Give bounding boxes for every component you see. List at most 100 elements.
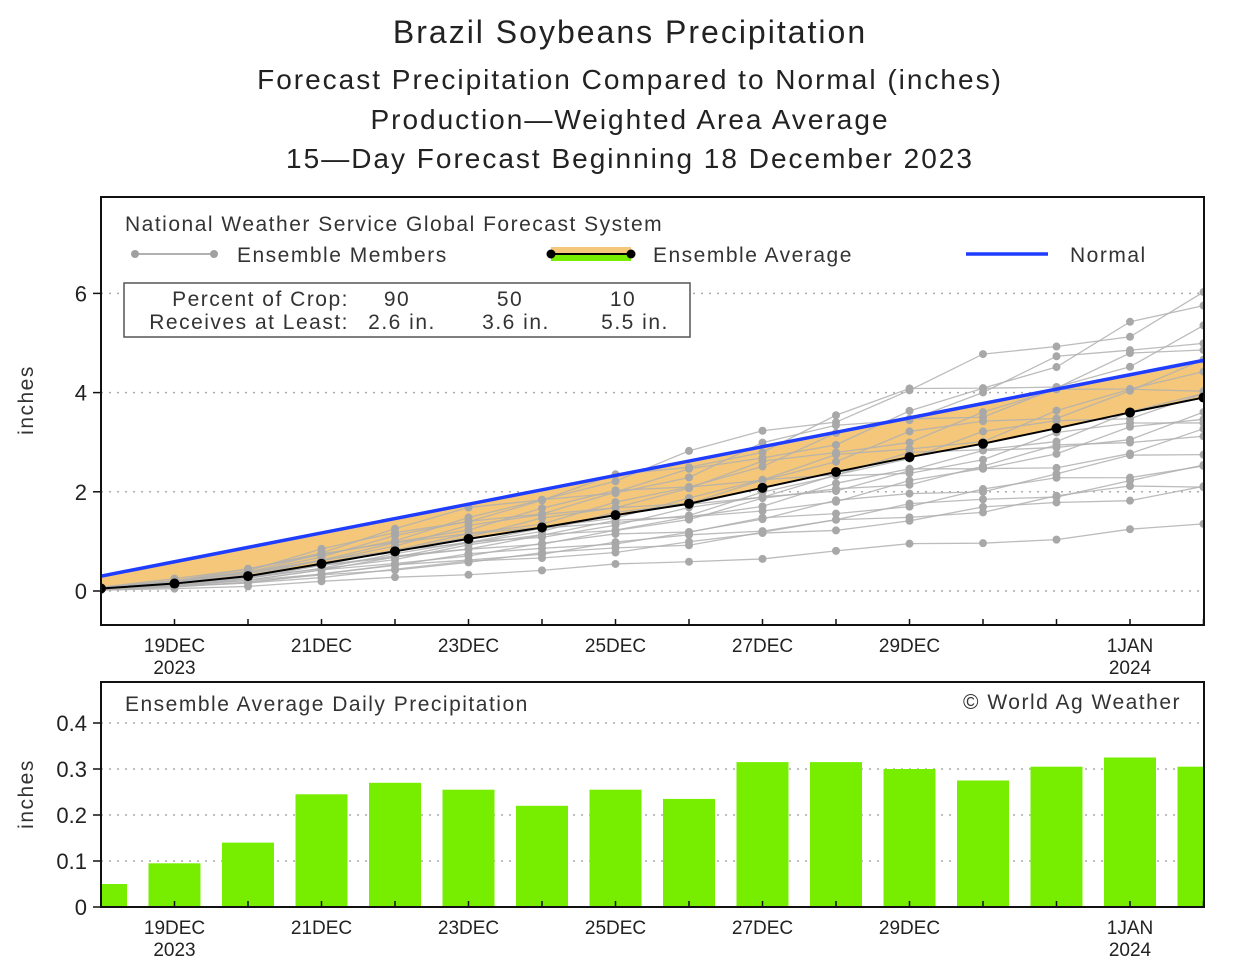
normal-line (101, 358, 1204, 578)
daily-bar (101, 884, 127, 907)
ensemble-average-point (904, 452, 915, 463)
ensemble-member-point (1199, 346, 1204, 355)
ensemble-member-point (758, 529, 767, 538)
ensemble-member-point (538, 566, 546, 575)
daily-bar (1104, 757, 1156, 907)
cumulative-plot: National Weather Service Global Forecast… (15, 196, 1205, 679)
legend-average-label: Ensemble Average (653, 244, 853, 267)
x-tick-label: 23DEC (438, 636, 499, 657)
crop-amount-50: 3.6 in. (482, 311, 550, 334)
ensemble-member-point (685, 530, 693, 539)
ensemble-average-point (243, 571, 253, 582)
ensemble-member-point (464, 521, 473, 530)
ensemble-member-point (1126, 482, 1134, 491)
chart-subtitle-1: Forecast Precipitation Compared to Norma… (257, 64, 1003, 95)
ensemble-member-point (611, 486, 620, 495)
ensemble-member-point (832, 411, 840, 420)
x-tick-label: 23DEC (438, 918, 499, 939)
daily-bar (589, 789, 642, 907)
ensemble-member-point (1052, 416, 1061, 425)
ensemble-member-point (979, 427, 987, 436)
ensemble-member-point (832, 457, 840, 466)
y-tick-label: 0.1 (56, 849, 87, 874)
ensemble-member-point (1126, 362, 1134, 371)
ensemble-member-point (611, 529, 620, 538)
ensemble-member-point (1126, 317, 1134, 326)
ensemble-member-point (685, 483, 693, 492)
ensemble-average-point (684, 498, 694, 509)
ensemble-member-point (538, 514, 546, 523)
ensemble-member-point (1199, 432, 1204, 441)
plot-frame (100, 681, 1205, 908)
ensemble-member-line (101, 359, 1204, 589)
ensemble-member-point (1126, 451, 1134, 460)
x-tick-label: 21DEC (291, 636, 352, 657)
ensemble-member-point (1199, 460, 1204, 469)
ensemble-member-point (832, 440, 840, 449)
ensemble-member-line (101, 342, 1204, 589)
y-tick-label: 0 (75, 895, 87, 920)
ensemble-average-point (978, 438, 988, 449)
ensemble-member-point (1199, 301, 1204, 310)
ensemble-member-point (758, 554, 767, 563)
ensemble-average-point (316, 558, 327, 569)
ensemble-average-point (1125, 407, 1135, 418)
ensemble-member-point (391, 531, 399, 540)
ensemble-member-point (1199, 482, 1204, 491)
y-tick-label: 0 (75, 579, 87, 604)
crop-percent-50: 50 (497, 288, 523, 311)
ensemble-member-point (1052, 498, 1061, 507)
x-tick-year: 2023 (153, 940, 195, 961)
x-tick-label: 25DEC (585, 918, 646, 939)
ensemble-member-point (758, 426, 767, 435)
ensemble-member-point (464, 557, 473, 566)
x-tick-label: 29DEC (879, 636, 940, 657)
ensemble-member-point (832, 479, 840, 488)
legend-average-marker (546, 249, 556, 259)
ensemble-member-point (1126, 332, 1134, 341)
ensemble-member-point (905, 489, 914, 498)
ensemble-member-point (464, 570, 473, 579)
legend-members-marker (210, 250, 218, 258)
crop-table: Percent of Crop: Receives at Least: 90 5… (123, 282, 691, 338)
x-tick-year: 2024 (1109, 940, 1152, 961)
ensemble-average-point (169, 578, 180, 589)
chart-subtitle-2: Production—Weighted Area Average (370, 104, 889, 135)
ensemble-member-point (1052, 535, 1061, 544)
ensemble-member-point (979, 539, 987, 548)
daily-bar (369, 782, 421, 907)
y-tick-label: 6 (75, 281, 87, 306)
y-tick-label: 2 (75, 480, 87, 505)
ensemble-member-point (1126, 525, 1134, 534)
crop-percent-label: Percent of Crop: (172, 288, 349, 311)
legend-members-marker (131, 250, 139, 258)
daily-bar (148, 863, 201, 907)
y-tick-label: 0.2 (56, 803, 87, 828)
daily-bar-plot: Ensemble Average Daily Precipitation © W… (15, 681, 1205, 961)
ensemble-member-line (101, 435, 1204, 590)
x-tick-label: 1JAN (1107, 918, 1153, 939)
ensemble-member-point (905, 427, 914, 436)
ensemble-member-line (101, 418, 1204, 590)
ensemble-member-point (1126, 349, 1134, 358)
ensemble-member-point (1199, 339, 1204, 348)
daily-bar (1030, 766, 1083, 907)
ensemble-member-point (905, 406, 914, 415)
x-tick-label: 19DEC (144, 636, 205, 657)
ensemble-member-line (101, 485, 1204, 591)
ensemble-member-point (905, 476, 914, 485)
daily-bar (295, 794, 348, 907)
ensemble-member-point (538, 504, 546, 513)
ensemble-member-point (1052, 440, 1061, 449)
ensemble-member-point (1126, 438, 1134, 447)
ensemble-member-point (685, 464, 693, 473)
daily-bar (663, 798, 715, 907)
ensemble-member-point (685, 446, 693, 455)
daily-bar (810, 762, 862, 907)
ensemble-member-point (758, 475, 767, 484)
ensemble-member-point (979, 485, 987, 494)
credit-label: © World Ag Weather (963, 691, 1181, 714)
ensemble-average-point (101, 583, 106, 594)
y-axis-label: inches (15, 365, 38, 435)
